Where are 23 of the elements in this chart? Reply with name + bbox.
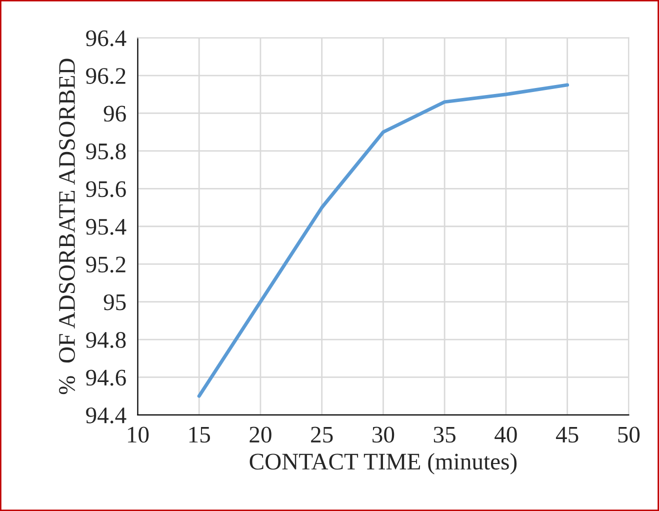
y-tick-label: 96.2	[86, 68, 126, 84]
y-axis-title: % OF ADSORBATE ADSORBED	[59, 58, 76, 394]
x-tick-label: 20	[250, 426, 272, 443]
y-tick-label: 94.6	[86, 370, 126, 386]
x-tick-label: 25	[311, 426, 333, 443]
x-tick-label: 15	[189, 426, 210, 443]
y-tick-label: 96.4	[86, 30, 126, 46]
x-tick-label: 45	[556, 426, 578, 443]
y-tick-label: 94.8	[86, 332, 126, 348]
y-tick-label: 94.4	[86, 407, 126, 424]
y-tick-label: 96	[104, 106, 126, 122]
y-tick-label: 95.4	[86, 218, 126, 235]
x-tick-label: 10	[128, 426, 149, 443]
y-tick-label: 95.6	[86, 181, 126, 198]
x-tick-label: 35	[434, 426, 456, 443]
y-tick-label: 95.2	[86, 256, 126, 273]
x-tick-label: 30	[372, 426, 394, 443]
x-axis-title: CONTACT TIME (minutes)	[250, 453, 517, 474]
x-tick-label: 50	[618, 426, 640, 443]
x-tick-label: 40	[494, 426, 517, 443]
y-tick-label: 95.8	[86, 143, 126, 160]
line-series	[197, 83, 570, 398]
y-tick-label: 95	[104, 294, 126, 310]
